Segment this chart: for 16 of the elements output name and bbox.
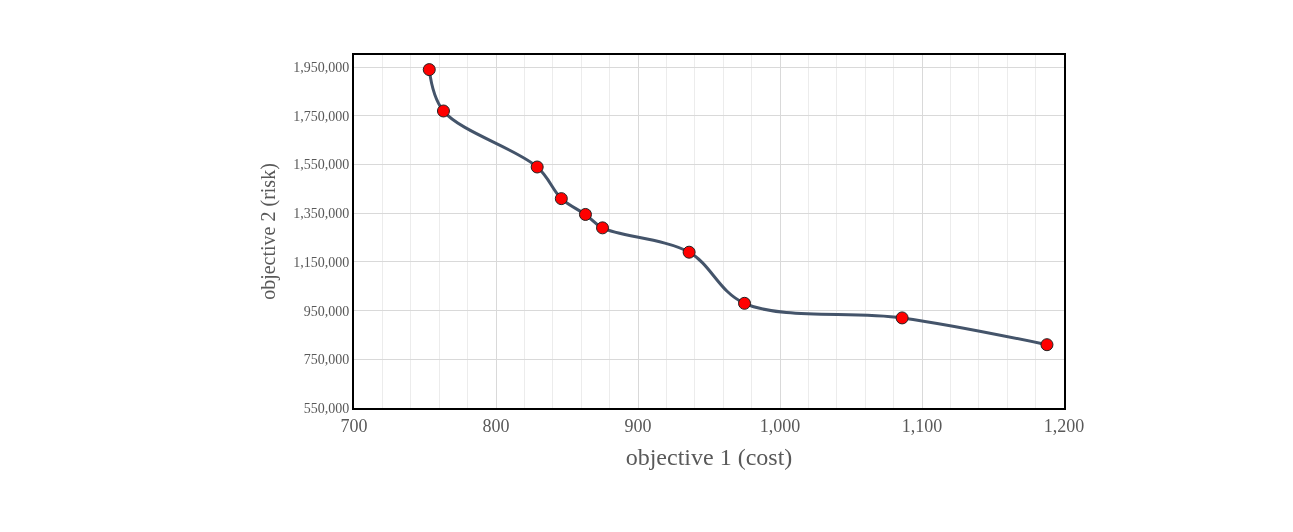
y-tick-label: 1,350,000 [293, 206, 350, 222]
y-tick-label: 550,000 [303, 400, 350, 416]
y-tick-label: 750,000 [303, 352, 350, 368]
y-tick-label: 1,750,000 [293, 108, 350, 124]
x-tick-label: 1,000 [759, 415, 801, 436]
y-tick-label: 950,000 [303, 303, 350, 319]
x-tick-label: 700 [340, 415, 368, 436]
x-tick-label: 1,200 [1043, 415, 1085, 436]
x-tick-label: 1,100 [901, 415, 943, 436]
y-tick-label: 1,150,000 [293, 254, 350, 270]
y-axis-title: objective 2 (risk) [257, 163, 281, 300]
x-axis-title: objective 1 (cost) [625, 444, 793, 471]
x-tick-label: 800 [482, 415, 510, 436]
y-tick-label: 1,550,000 [293, 157, 350, 173]
x-tick-label: 900 [624, 415, 652, 436]
y-tick-label: 1,950,000 [293, 60, 350, 76]
